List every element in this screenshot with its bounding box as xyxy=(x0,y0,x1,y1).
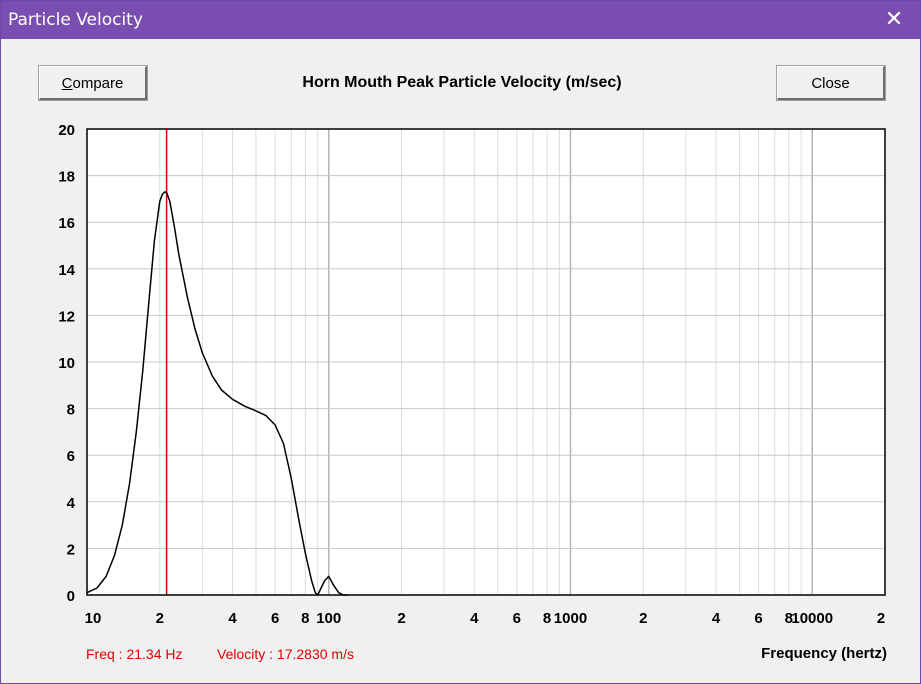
x-tick-label: 8 xyxy=(785,610,793,627)
x-tick-label: 2 xyxy=(639,610,647,627)
y-tick-label: 0 xyxy=(67,588,75,605)
close-button[interactable]: Close xyxy=(776,65,886,101)
chart-title: Horn Mouth Peak Particle Velocity (m/sec… xyxy=(302,74,622,91)
y-tick-label: 12 xyxy=(58,308,75,325)
x-tick-label: 6 xyxy=(754,610,762,627)
x-tick-label: 10 xyxy=(85,610,102,627)
x-tick-label: 8 xyxy=(543,610,551,627)
title-bar: Particle Velocity ✕ xyxy=(1,1,920,39)
x-tick-label: 8 xyxy=(301,610,309,627)
freq-readout: Freq : 21.34 Hz xyxy=(86,646,183,662)
x-tick-label: 4 xyxy=(228,610,237,627)
velocity-readout: Velocity : 17.2830 m/s xyxy=(217,646,354,662)
y-tick-label: 10 xyxy=(58,355,75,372)
x-tick-label: 6 xyxy=(513,610,521,627)
y-tick-label: 4 xyxy=(67,495,76,512)
plot-border xyxy=(86,128,886,596)
x-axis-label: Frequency (hertz) xyxy=(761,645,887,662)
y-tick-label: 6 xyxy=(67,448,75,465)
x-tick-label: 4 xyxy=(470,610,479,627)
y-tick-label: 20 xyxy=(58,122,75,139)
velocity-curve xyxy=(86,191,348,596)
close-icon[interactable]: ✕ xyxy=(884,6,904,31)
x-tick-label: 100 xyxy=(316,610,341,627)
x-tick-label: 4 xyxy=(712,610,721,627)
y-tick-label: 2 xyxy=(67,541,75,558)
x-tick-label: 6 xyxy=(271,610,279,627)
window-title: Particle Velocity xyxy=(8,10,143,30)
x-tick-label: 2 xyxy=(877,610,885,627)
x-tick-label: 2 xyxy=(397,610,405,627)
x-tick-label: 10000 xyxy=(791,610,833,627)
compare-label-rest: ompare xyxy=(72,75,124,92)
y-tick-label: 16 xyxy=(58,215,75,232)
compare-mnemonic: C xyxy=(61,75,73,92)
x-tick-label: 2 xyxy=(156,610,164,627)
y-tick-label: 14 xyxy=(58,262,75,279)
y-tick-label: 18 xyxy=(58,169,75,186)
y-tick-label: 8 xyxy=(67,402,75,419)
compare-button[interactable]: Compare xyxy=(38,65,148,101)
x-tick-label: 1000 xyxy=(554,610,587,627)
